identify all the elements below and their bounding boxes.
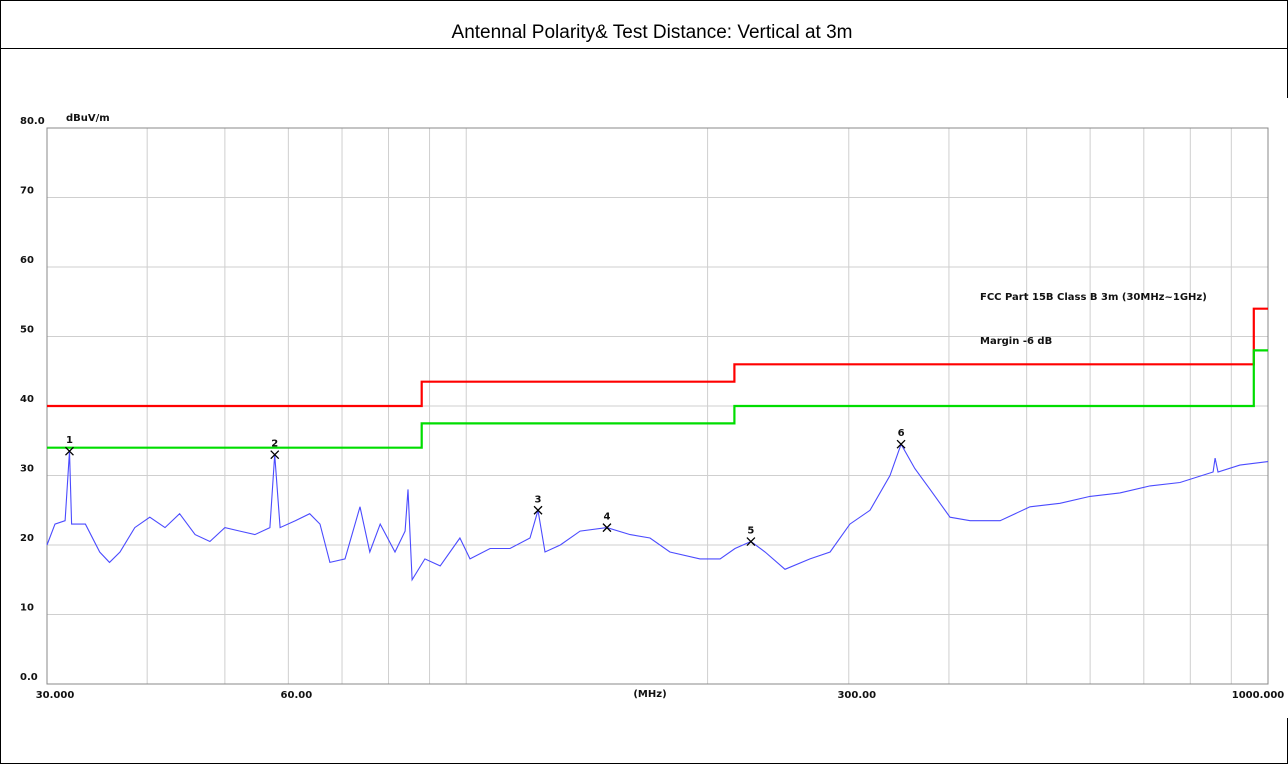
y-tick-label: 10 [20,603,34,614]
marker-label: 4 [603,512,610,523]
y-tick-label: 40 [20,394,34,405]
y-tick-label: 70 [20,186,34,197]
marker-cross [602,523,612,533]
marker-cross [746,537,756,546]
y-tick-label: 50 [20,325,34,336]
y-tick-label: 60 [20,255,34,266]
x-tick-label: 1000.000 [1232,690,1285,701]
marker-cross [65,446,74,456]
trace-line [46,442,1269,582]
marker-cross [270,450,280,460]
x-tick-label: 300.00 [837,690,876,701]
header-title: Antennal Polarity& Test Distance: Vertic… [452,22,853,43]
legend-entry: Margin -6 dB [980,336,1052,347]
y-tick-label: 20 [20,533,34,544]
marker-label: 3 [535,494,542,505]
x-axis-label: (MHz) [633,689,666,700]
chart-image [18,98,1288,718]
marker-label: 2 [271,439,278,450]
y-axis-label: dBuV/m [66,113,110,124]
limit-line [47,307,1268,408]
marker-label: 6 [898,428,905,439]
marker-cross [896,439,906,449]
x-tick-label: 30.000 [36,690,75,701]
marker-label: 1 [66,435,73,446]
legend-entry: FCC Part 15B Class B 3m (30MHz~1GHz) [980,292,1207,303]
y-tick-label: 80.0 [20,116,45,127]
marker-label: 5 [747,526,754,537]
y-tick-label: 30 [20,464,34,475]
marker-cross [533,505,543,515]
x-tick-label: 60.00 [281,690,313,701]
y-tick-label: 0.0 [20,672,38,683]
limit-line [47,349,1268,449]
